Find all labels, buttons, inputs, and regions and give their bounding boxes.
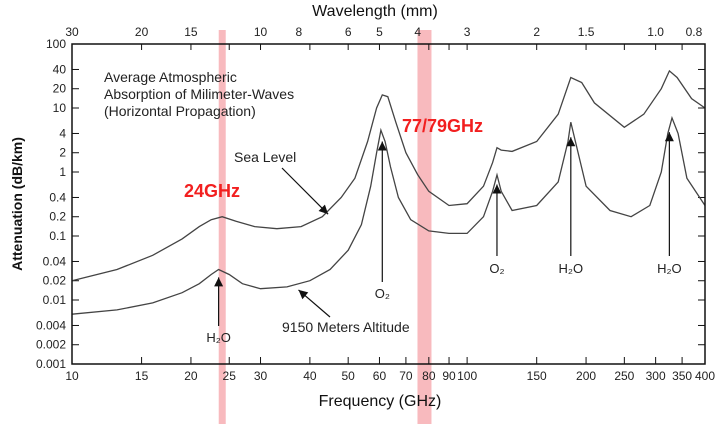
o2-60ghz-arrow — [377, 141, 387, 282]
wavelength-tick-label: 4 — [414, 25, 421, 39]
x-tick-label: 25 — [223, 369, 237, 383]
y-tick-label: 0.4 — [49, 190, 66, 204]
wavelength-tick-label: 8 — [295, 25, 302, 39]
x-tick-label: 15 — [135, 369, 149, 383]
y-tick-label: 0.01 — [43, 293, 67, 307]
wavelength-tick-label: 6 — [345, 25, 352, 39]
label-24ghz: 24GHz — [184, 181, 240, 201]
y-tick-label: 1 — [59, 165, 66, 179]
frequency-highlights — [218, 30, 432, 424]
highlight-band-77-79ghz — [417, 30, 432, 424]
wavelength-tick-label: 3 — [464, 25, 471, 39]
y-tick-label: 0.04 — [43, 254, 67, 268]
sea-level-arrow — [281, 167, 329, 215]
sea-level-curve — [71, 69, 706, 282]
chart-title-line-2: Absorption of Milimeter-Waves — [104, 86, 294, 102]
x-tick-label: 60 — [373, 369, 387, 383]
x-tick-label: 40 — [303, 369, 317, 383]
x-tick-label: 80 — [422, 369, 436, 383]
x-tick-label: 100 — [457, 369, 477, 383]
label-77-79ghz: 77/79GHz — [402, 116, 483, 136]
y-tick-label: 0.001 — [36, 357, 66, 371]
x-tick-label: 200 — [576, 369, 596, 383]
x-tick-label: 20 — [184, 369, 198, 383]
h2o-325ghz-arrow — [664, 132, 674, 256]
frequency-axis-title: Frequency (GHz) — [319, 393, 442, 410]
attenuation-curves — [71, 69, 706, 315]
plot-frame — [71, 43, 706, 365]
y-tick-label: 10 — [53, 101, 67, 115]
wavelength-tick-label: 2 — [533, 25, 540, 39]
attenuation-axis-title: Attenuation (dB/km) — [9, 137, 25, 271]
x-tick-label: 10 — [65, 369, 79, 383]
wavelength-tick-label: 10 — [254, 25, 268, 39]
y-tick-label: 2 — [59, 146, 66, 160]
wavelength-axis-title: Wavelength (mm) — [312, 3, 438, 20]
tick-labels: 10 15 20 25 30 40 50 60 70 80 90 100 150 200 250 300 350… — [36, 25, 715, 383]
y-tick-label: 4 — [59, 126, 66, 140]
x-tick-label: 350 — [672, 369, 692, 383]
h2o-325ghz-label: H₂O — [657, 261, 682, 276]
wavelength-tick-label: 0.8 — [686, 25, 703, 39]
h2o-183ghz-arrow — [566, 137, 576, 256]
o2-119ghz-label: O₂ — [489, 261, 504, 276]
x-tick-label: 250 — [614, 369, 634, 383]
x-tick-label: 400 — [695, 369, 715, 383]
h2o-183ghz-label: H₂O — [559, 261, 584, 276]
highlight-band-24ghz — [218, 30, 226, 424]
wavelength-tick-label: 1.0 — [647, 25, 664, 39]
h2o-22ghz-label: H₂O — [206, 330, 231, 345]
chart-title-line-3: (Horizontal Propagation) — [104, 103, 256, 119]
x-tick-label: 50 — [341, 369, 355, 383]
chart-title-line-1: Average Atmospheric — [104, 69, 237, 85]
y-tick-label: 0.02 — [43, 274, 67, 288]
annotations: Sea Level 9150 Meters Altitude H₂O O₂ O₂ H₂O H… — [184, 116, 682, 345]
y-tick-label: 0.2 — [49, 210, 66, 224]
y-tick-label: 0.1 — [49, 229, 66, 243]
o2-60ghz-label: O₂ — [375, 286, 390, 301]
wavelength-tick-label: 30 — [65, 25, 79, 39]
y-tick-label: 0.002 — [36, 338, 66, 352]
wavelength-tick-label: 20 — [135, 25, 149, 39]
altitude-arrow — [298, 289, 331, 318]
h2o-22ghz-arrow — [214, 277, 224, 326]
y-tick-label: 20 — [53, 82, 67, 96]
x-tick-label: 30 — [254, 369, 268, 383]
o2-119ghz-arrow — [492, 184, 502, 256]
wavelength-tick-label: 5 — [376, 25, 383, 39]
y-tick-label: 100 — [46, 37, 66, 51]
x-tick-label: 90 — [442, 369, 456, 383]
altitude-label: 9150 Meters Altitude — [282, 319, 410, 335]
wavelength-tick-label: 15 — [184, 25, 198, 39]
y-tick-label: 0.004 — [36, 318, 66, 332]
sea-level-label: Sea Level — [234, 149, 296, 165]
x-tick-label: 70 — [399, 369, 413, 383]
x-tick-label: 300 — [646, 369, 666, 383]
wavelength-tick-label: 1.5 — [578, 25, 595, 39]
y-tick-label: 40 — [53, 62, 67, 76]
altitude-9150m-curve — [71, 115, 706, 315]
x-tick-label: 150 — [527, 369, 547, 383]
